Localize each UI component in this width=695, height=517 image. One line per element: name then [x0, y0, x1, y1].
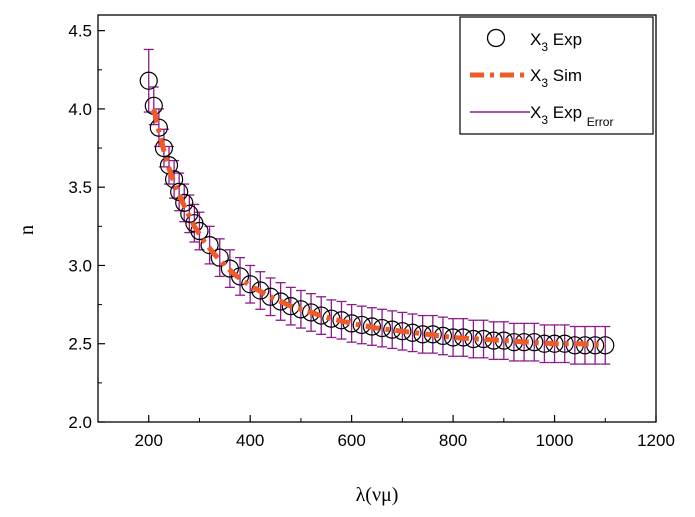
exp-point [154, 138, 174, 158]
x-tick-label: 600 [337, 431, 365, 450]
exp-point [332, 311, 351, 330]
exp-point [301, 303, 321, 322]
exp-markers [139, 71, 615, 355]
y-axis-title: n [16, 225, 38, 235]
exp-point [312, 306, 331, 325]
exp-point [149, 118, 168, 137]
plot-frame [97, 14, 657, 423]
y-tick-label: 3.5 [68, 178, 92, 197]
y-tick-label: 2.0 [68, 413, 92, 432]
exp-point [210, 248, 229, 267]
y-tick-label: 4.0 [68, 100, 92, 119]
sim-line [151, 108, 606, 348]
x-tick-label: 200 [135, 431, 163, 450]
error-bars [143, 48, 611, 365]
sim-curve [151, 108, 606, 348]
legend-sim-label: X3 Sim [530, 66, 582, 90]
x-tick-label: 800 [439, 431, 467, 450]
plot-area [97, 14, 657, 423]
y-tick-label: 4.5 [68, 22, 92, 41]
exp-point [180, 204, 199, 223]
legend: X3 Exp X3 Sim X3 Exp Error [459, 16, 654, 135]
legend-error-label: X3 Exp Error [530, 103, 613, 129]
exp-point [200, 236, 219, 255]
x-tick-label: 1200 [637, 431, 675, 450]
exp-point [175, 193, 194, 212]
exp-point [139, 71, 158, 90]
exp-point [291, 300, 311, 319]
exp-point [241, 275, 260, 294]
exp-point [190, 221, 209, 241]
legend-exp-label: X3 Exp [530, 30, 582, 54]
exp-point [271, 292, 290, 311]
exp-point [423, 325, 442, 344]
exp-point [281, 297, 300, 316]
exp-point [454, 328, 473, 347]
exp-point [251, 281, 270, 300]
y-tick-label: 3.0 [68, 256, 92, 275]
exp-point [362, 317, 382, 336]
exp-point [393, 322, 412, 341]
axis-ticks: 200 400 600 800 1000 1200 2.0 2.5 3.0 3.5 4.0 4.5 [68, 22, 675, 450]
exp-point [261, 287, 280, 306]
x-tick-label: 1000 [536, 431, 574, 450]
legend-exp-marker [486, 28, 506, 48]
x-axis-title: λ(νμ) [356, 484, 399, 506]
x-tick-label: 400 [236, 431, 264, 450]
y-tick-label: 2.5 [68, 335, 92, 354]
